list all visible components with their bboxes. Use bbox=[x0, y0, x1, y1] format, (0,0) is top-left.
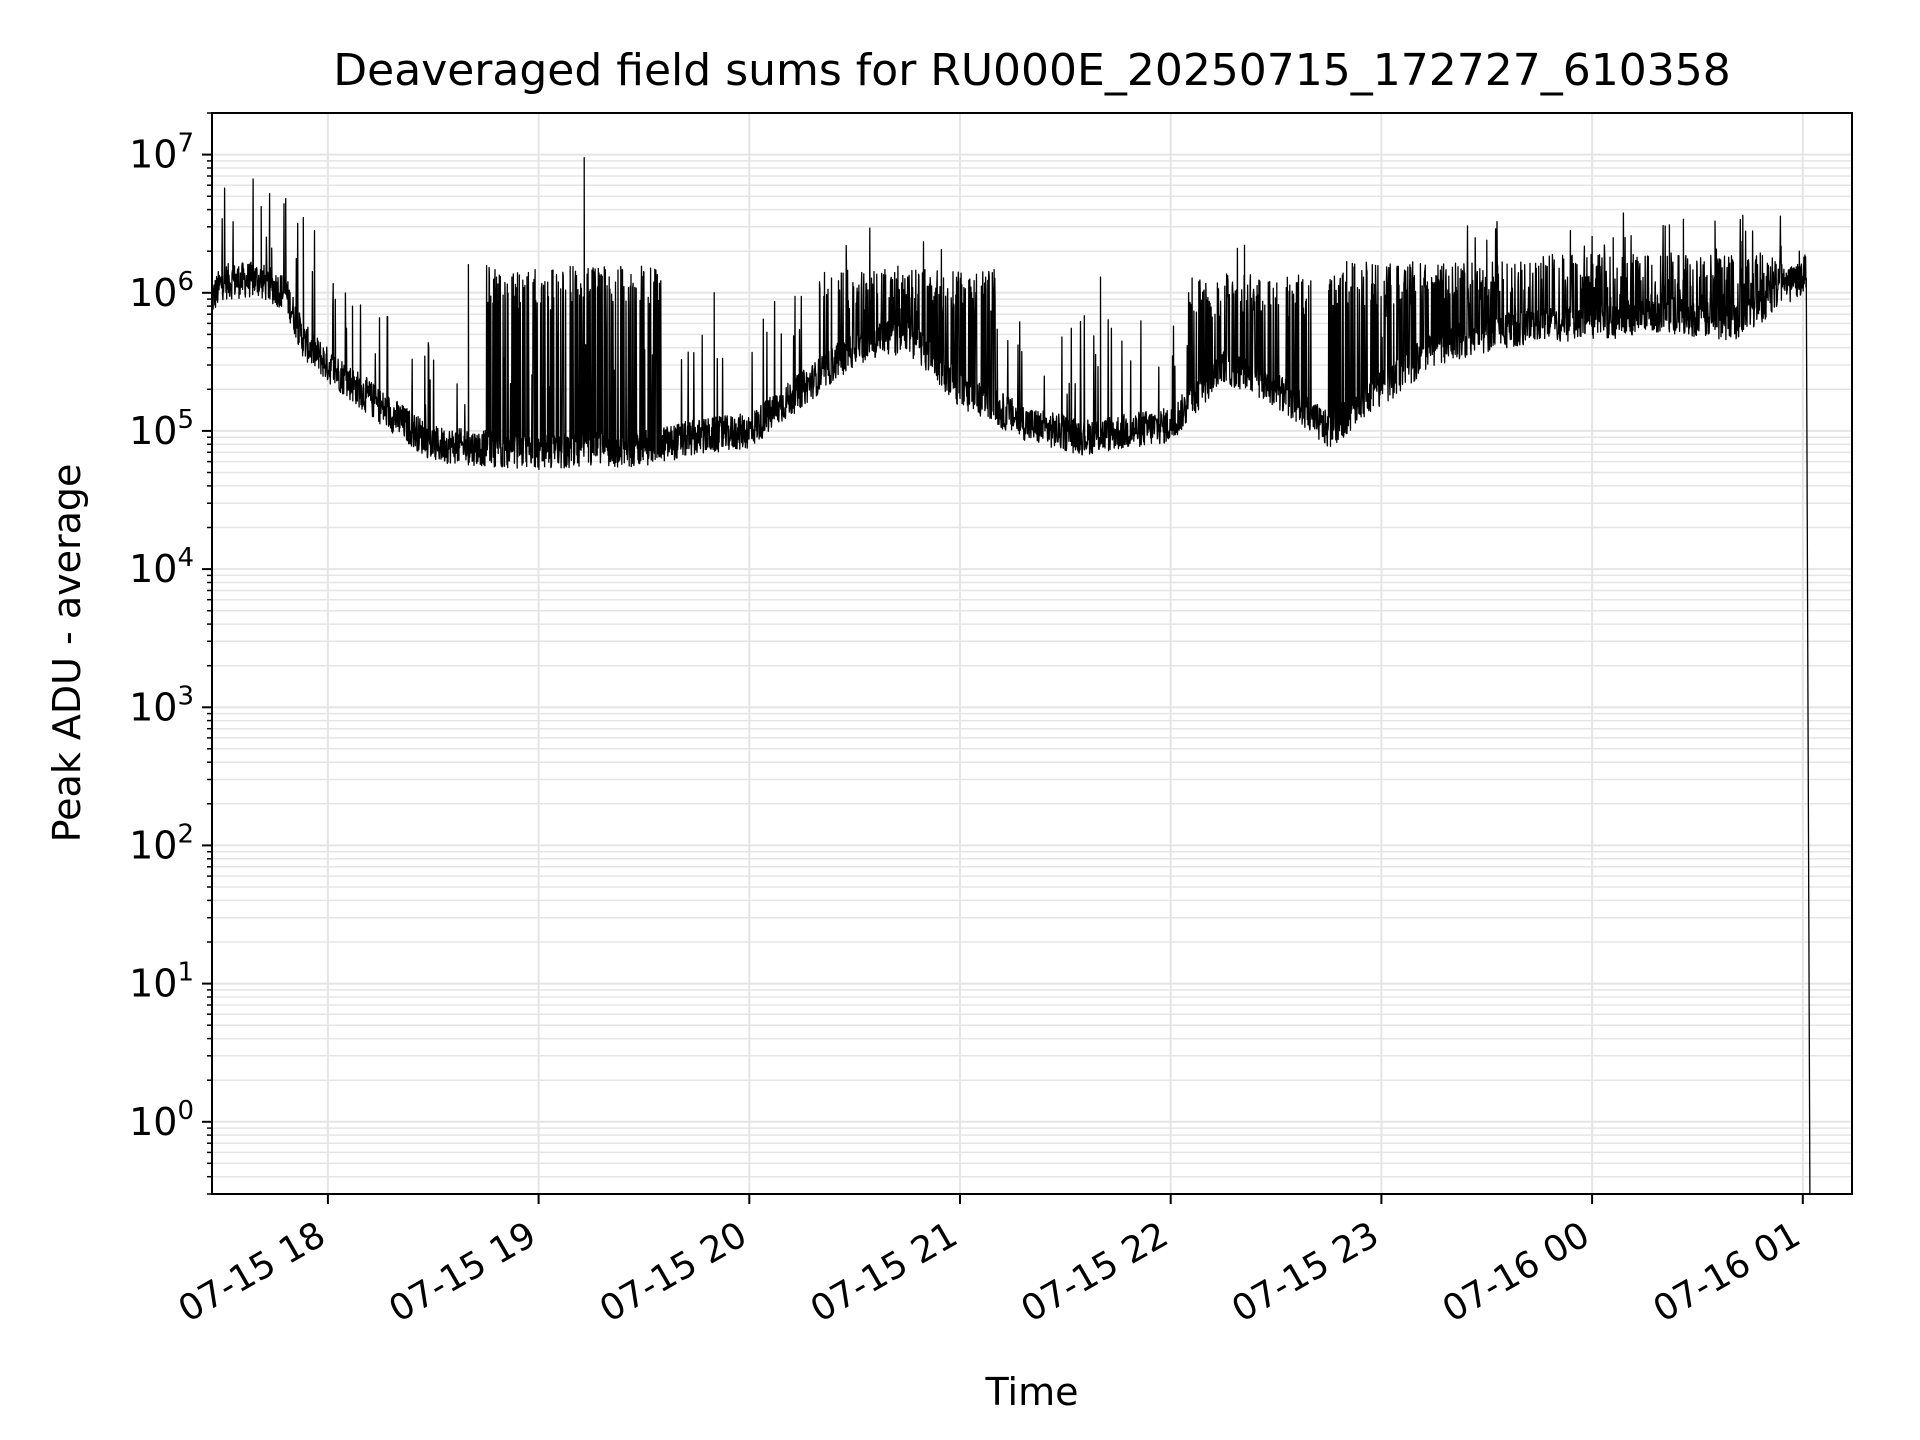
y-tick-label: 103 bbox=[129, 681, 194, 729]
y-tick-label: 101 bbox=[129, 958, 194, 1006]
y-tick-label: 104 bbox=[129, 543, 194, 591]
y-tick-label: 105 bbox=[129, 405, 194, 453]
y-tick-label: 107 bbox=[129, 129, 194, 177]
y-tick-label: 100 bbox=[129, 1096, 194, 1144]
data-series bbox=[211, 157, 1811, 1195]
y-tick-label: 106 bbox=[129, 267, 194, 315]
series-line bbox=[211, 157, 1811, 1195]
plot-frame bbox=[211, 112, 1853, 1195]
y-tick-label: 102 bbox=[129, 819, 194, 867]
y-axis-label: Peak ADU - average bbox=[45, 464, 89, 843]
chart-title: Deaveraged field sums for RU000E_2025071… bbox=[333, 45, 1730, 96]
x-axis-label: Time bbox=[985, 1370, 1079, 1414]
